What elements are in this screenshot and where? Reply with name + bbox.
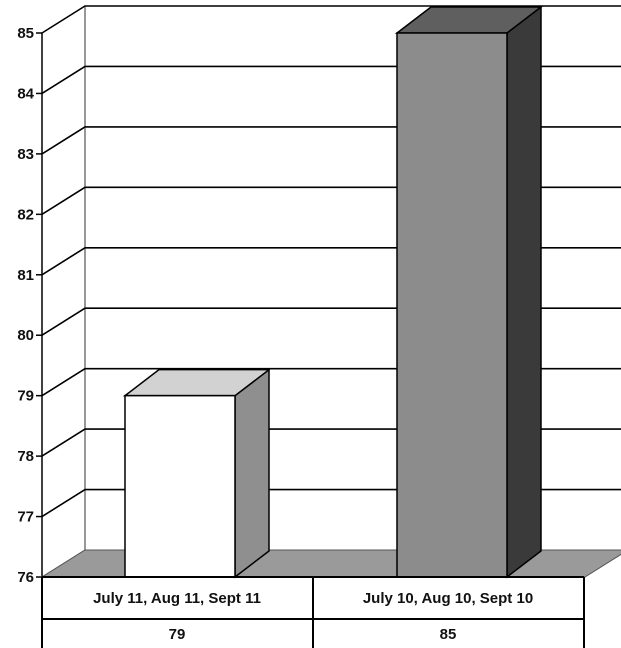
y-tick-label-80: 80 bbox=[17, 327, 34, 344]
y-tick-label-84: 84 bbox=[17, 85, 34, 102]
value-label-1: 79 bbox=[169, 626, 186, 643]
value-label-2: 85 bbox=[440, 626, 457, 643]
data-table: July 11, Aug 11, Sept 11 July 10, Aug 10… bbox=[41, 576, 585, 648]
y-tick-label-82: 82 bbox=[17, 206, 34, 223]
y-tick-label-78: 78 bbox=[17, 448, 34, 465]
bar-2-side bbox=[506, 5, 542, 579]
category-label-1: July 11, Aug 11, Sept 11 bbox=[93, 590, 261, 607]
y-tick-label-76: 76 bbox=[17, 569, 34, 586]
y-tick-label-77: 77 bbox=[17, 509, 34, 526]
category-label-2: July 10, Aug 10, Sept 10 bbox=[363, 590, 533, 607]
y-axis: 76 77 78 79 80 81 82 83 84 85 bbox=[17, 25, 43, 586]
bar-2-front bbox=[396, 32, 508, 578]
bar-1-side bbox=[234, 368, 270, 579]
bar-1 bbox=[122, 368, 272, 579]
y-tick-label-83: 83 bbox=[17, 146, 34, 163]
y-tick-label-85: 85 bbox=[17, 25, 34, 42]
y-tick-label-79: 79 bbox=[17, 388, 34, 405]
bar-2 bbox=[394, 5, 544, 579]
bar-1-front bbox=[124, 394, 236, 578]
y-tick-label-81: 81 bbox=[17, 267, 34, 284]
data-table-grid bbox=[41, 576, 585, 648]
gridline-85 bbox=[41, 5, 621, 34]
bars bbox=[122, 5, 544, 579]
